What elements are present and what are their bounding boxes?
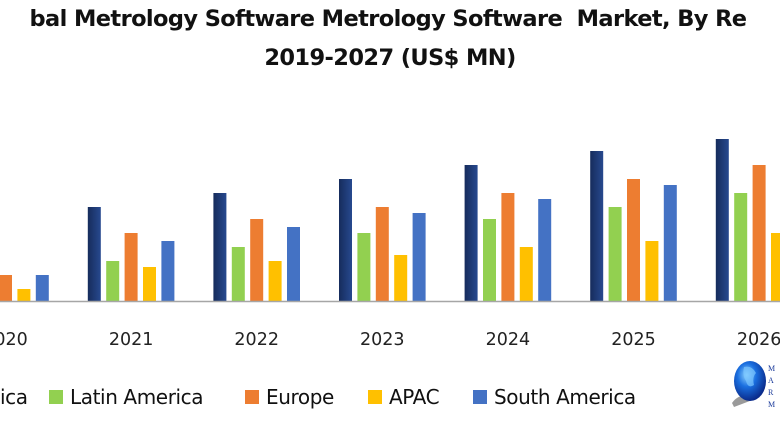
legend-item-europe: Europe xyxy=(245,383,334,411)
bar-south-america-2023 xyxy=(412,213,426,301)
legend-swatch xyxy=(49,390,63,404)
bar-south-america-2024 xyxy=(538,199,552,301)
bar-apac-2021 xyxy=(143,267,156,301)
chart-title-line2: 2019-2027 (US$ MN) xyxy=(264,45,516,71)
bar-europe-2024 xyxy=(501,193,515,301)
bar-europe-2020 xyxy=(0,275,12,301)
legend-label: ica xyxy=(0,385,28,409)
bar-north-america-2026 xyxy=(715,139,729,301)
company-logo: M A R M xyxy=(728,355,780,420)
globe-icon: M A R M xyxy=(732,361,775,409)
legend-label: Europe xyxy=(266,385,334,409)
bar-north-america-2025 xyxy=(590,151,604,301)
bar-north-america-2021 xyxy=(87,207,101,301)
logo-letter: M xyxy=(768,364,775,373)
logo-letter: R xyxy=(768,388,774,397)
bar-apac-2025 xyxy=(645,241,659,301)
legend-swatch xyxy=(368,390,382,404)
bar-south-america-2022 xyxy=(287,227,300,301)
bar-latin-america-2025 xyxy=(608,207,622,301)
legend-swatch xyxy=(473,390,487,404)
legend-label: APAC xyxy=(389,385,440,409)
x-tick-label: 2023 xyxy=(360,330,405,350)
bar-apac-2024 xyxy=(519,247,533,301)
bar-north-america-2022 xyxy=(213,193,227,301)
bar-europe-2025 xyxy=(627,179,640,301)
bar-europe-2021 xyxy=(124,233,138,301)
bar-europe-2023 xyxy=(375,207,389,301)
bar-apac-2020 xyxy=(17,289,31,301)
legend-item-latin-america: Latin America xyxy=(49,383,204,411)
x-tick-label: 2026 xyxy=(737,330,780,350)
bar-latin-america-2021 xyxy=(106,261,120,301)
bar-apac-2026 xyxy=(771,233,780,301)
legend-swatch xyxy=(245,390,259,404)
bar-north-america-2024 xyxy=(464,165,478,301)
legend-item-north-america: ica xyxy=(0,383,28,411)
legend-item-apac: APAC xyxy=(368,383,440,411)
bar-south-america-2021 xyxy=(161,241,175,301)
legend: ica Latin America Europe APAC South America xyxy=(0,383,780,411)
bar-latin-america-2022 xyxy=(231,247,245,301)
bar-north-america-2023 xyxy=(339,179,352,301)
x-tick-label: 2021 xyxy=(109,330,154,350)
legend-label: South America xyxy=(494,385,636,409)
bar-south-america-2025 xyxy=(663,185,677,301)
bar-apac-2022 xyxy=(268,261,282,301)
bar-south-america-2020 xyxy=(35,275,49,301)
bar-latin-america-2026 xyxy=(734,193,748,301)
logo-letter: A xyxy=(768,376,774,385)
x-tick-label: 2022 xyxy=(234,330,279,350)
x-tick-label: 2025 xyxy=(611,330,656,350)
bar-latin-america-2024 xyxy=(483,219,496,301)
bar-europe-2026 xyxy=(752,165,766,301)
bar-apac-2023 xyxy=(394,255,408,301)
bar-europe-2022 xyxy=(250,219,264,301)
x-tick-label: 2024 xyxy=(486,330,531,350)
bar-latin-america-2023 xyxy=(357,233,371,301)
legend-item-south-america: South America xyxy=(473,383,636,411)
legend-label: Latin America xyxy=(70,385,204,409)
logo-letter: M xyxy=(768,400,775,409)
chart-title-line1: bal Metrology Software Metrology Softwar… xyxy=(29,6,748,32)
